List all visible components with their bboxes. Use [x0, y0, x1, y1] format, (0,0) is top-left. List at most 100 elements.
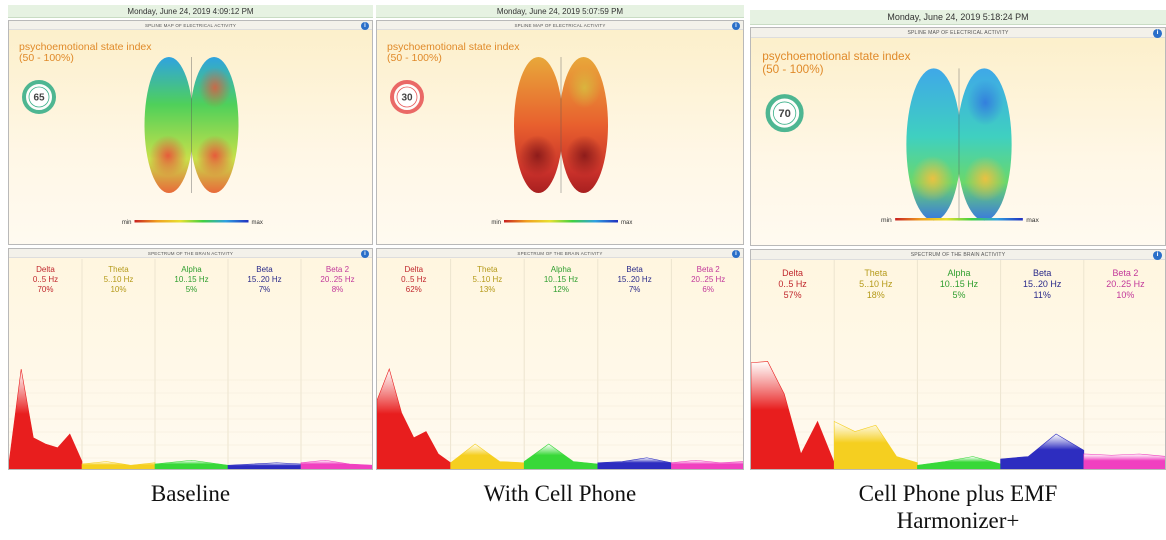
- band-percent: 10%: [110, 285, 127, 294]
- band-range: 5..10 Hz: [103, 275, 134, 284]
- map-header: SPLINE MAP OF ELECTRICAL ACTIVITY: [751, 28, 1165, 39]
- band-range: 0..5 Hz: [401, 275, 427, 284]
- timestamp: Monday, June 24, 2019 5:18:24 PM: [750, 10, 1166, 25]
- band-percent: 57%: [783, 290, 802, 301]
- screenshot-panel: Monday, June 24, 2019 4:09:12 PM SPLINE M…: [8, 0, 373, 472]
- legend-max: max: [1026, 217, 1039, 224]
- legend-bar: [504, 220, 618, 223]
- band-name: Beta: [626, 265, 643, 274]
- band-name: Beta 2: [325, 265, 350, 274]
- band-range: 10..15 Hz: [939, 279, 979, 290]
- hot-spot: [196, 135, 234, 176]
- spectrum: SPECTRUM OF THE BRAIN ACTIVITY i Delta 0..5…: [376, 248, 744, 470]
- band-percent: 5%: [185, 285, 198, 294]
- spline-map: SPLINE MAP OF ELECTRICAL ACTIVITY i psycho…: [8, 20, 373, 245]
- band-range: 15..20 Hz: [617, 275, 652, 284]
- band-range: 5..10 Hz: [859, 279, 893, 290]
- spectrum-graphics: [377, 259, 743, 469]
- index-title: psychoemotional state index: [387, 41, 520, 53]
- index-title: psychoemotional state index: [762, 50, 911, 64]
- band-name: Beta: [1032, 268, 1052, 279]
- band-name: Theta: [477, 265, 498, 274]
- spectrum-graphics: [751, 260, 1165, 469]
- gauge-inner: [28, 86, 50, 108]
- band-range: 10..15 Hz: [543, 275, 579, 284]
- band-name: Alpha: [181, 265, 202, 274]
- spectrum-header: SPECTRUM OF THE BRAIN ACTIVITY: [9, 249, 372, 258]
- info-icon: i: [361, 250, 369, 258]
- spectrum: SPECTRUM OF THE BRAIN ACTIVITY i Delta 0..5…: [750, 249, 1166, 470]
- spectrum-graphics: [9, 259, 372, 469]
- spectrum-area: [523, 443, 599, 469]
- map-graphics: 30 min max: [390, 57, 632, 226]
- timestamp: Monday, June 24, 2019 5:07:59 PM: [376, 5, 744, 18]
- band-percent: 18%: [866, 290, 885, 301]
- legend-min: min: [881, 217, 892, 224]
- legend-bar: [134, 220, 249, 223]
- spectrum-area: [751, 361, 835, 469]
- legend-max: max: [621, 220, 632, 226]
- info-icon: i: [732, 250, 740, 258]
- band-name: Beta: [256, 265, 273, 274]
- band-name: Theta: [864, 268, 888, 279]
- band-range: 20..25 Hz: [691, 275, 726, 284]
- hot-spot: [568, 67, 601, 108]
- index-title: psychoemotional state index: [19, 41, 152, 53]
- spectrum-header: SPECTRUM OF THE BRAIN ACTIVITY: [377, 249, 743, 258]
- spectrum-area: [671, 459, 743, 469]
- hot-spot: [911, 155, 954, 202]
- band-range: 5..10 Hz: [472, 275, 503, 284]
- spectrum-area: [300, 459, 372, 469]
- index-value: 70: [778, 108, 790, 120]
- band-name: Alpha: [550, 265, 572, 274]
- gauge-inner: [396, 86, 418, 108]
- band-percent: 7%: [258, 285, 271, 294]
- legend-max: max: [252, 220, 263, 226]
- gauge-inner: [772, 101, 797, 125]
- spline-map: SPLINE MAP OF ELECTRICAL ACTIVITY i psycho…: [750, 27, 1166, 246]
- spectrum: SPECTRUM OF THE BRAIN ACTIVITY i Delta 0..5…: [8, 248, 373, 470]
- band-percent: 8%: [331, 285, 344, 294]
- band-percent: 7%: [628, 285, 641, 294]
- hot-spot: [518, 135, 557, 176]
- band-name: Beta 2: [696, 265, 720, 274]
- hot-spot: [198, 67, 232, 108]
- band-range: 20..25 Hz: [320, 275, 355, 284]
- index-range: (50 - 100%): [762, 62, 824, 76]
- caption: Cell Phone plus EMF Harmonizer+: [858, 481, 1058, 533]
- hot-spot: [149, 135, 187, 176]
- legend-min: min: [491, 220, 501, 226]
- caption: Baseline: [150, 481, 231, 506]
- band-range: 15..20 Hz: [247, 275, 282, 284]
- band-name: Delta: [404, 265, 424, 274]
- screenshot-panel: Monday, June 24, 2019 5:18:24 PM SPLINE M…: [750, 0, 1166, 472]
- hot-spot: [966, 79, 1004, 126]
- caption: With Cell Phone: [483, 481, 637, 506]
- band-range: 20..25 Hz: [1106, 279, 1145, 290]
- info-icon: i: [361, 22, 369, 30]
- band-percent: 62%: [405, 285, 422, 294]
- band-range: 15..20 Hz: [1023, 279, 1062, 290]
- band-name: Theta: [108, 265, 129, 274]
- map-graphics: 70 min max: [765, 68, 1040, 224]
- band-percent: 10%: [1116, 290, 1135, 301]
- screenshot-panel: Monday, June 24, 2019 5:07:59 PM SPLINE M…: [376, 0, 744, 472]
- band-name: Delta: [36, 265, 55, 274]
- spectrum-area: [154, 459, 229, 469]
- legend-min: min: [122, 220, 132, 226]
- band-range: 0..5 Hz: [778, 279, 807, 290]
- index-range: (50 - 100%): [387, 52, 442, 64]
- map-header: SPLINE MAP OF ELECTRICAL ACTIVITY: [9, 21, 372, 30]
- spectrum-header: SPECTRUM OF THE BRAIN ACTIVITY: [751, 250, 1165, 261]
- info-icon: i: [732, 22, 740, 30]
- spectrum-area: [81, 461, 156, 469]
- map-header: SPLINE MAP OF ELECTRICAL ACTIVITY: [377, 21, 743, 30]
- map-graphics: 65 min max: [22, 57, 263, 226]
- spectrum-area: [917, 456, 1001, 469]
- spectrum-area: [1083, 453, 1165, 469]
- spectrum-area: [227, 462, 302, 469]
- band-percent: 6%: [702, 285, 714, 294]
- info-icon: i: [1153, 29, 1162, 38]
- band-percent: 12%: [552, 285, 569, 294]
